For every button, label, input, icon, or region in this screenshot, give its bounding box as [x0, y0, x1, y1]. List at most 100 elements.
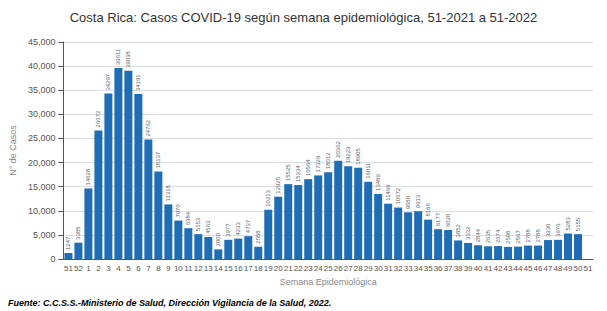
svg-text:4233: 4233 — [235, 222, 241, 236]
svg-text:17: 17 — [244, 264, 253, 273]
svg-text:48: 48 — [554, 264, 563, 273]
svg-text:5283: 5283 — [565, 217, 571, 231]
svg-text:3977: 3977 — [225, 223, 231, 237]
svg-text:Semana Epidemiológica: Semana Epidemiológica — [280, 277, 377, 287]
svg-text:26: 26 — [334, 264, 343, 273]
svg-text:11: 11 — [184, 264, 193, 273]
svg-text:14: 14 — [214, 264, 223, 273]
svg-text:20: 20 — [274, 264, 283, 273]
svg-text:20,000: 20,000 — [28, 158, 56, 168]
svg-text:35,000: 35,000 — [28, 85, 56, 95]
svg-text:18137: 18137 — [155, 151, 161, 168]
svg-text:24: 24 — [314, 264, 323, 273]
svg-text:2567: 2567 — [515, 230, 521, 244]
svg-text:5,000: 5,000 — [33, 230, 56, 240]
svg-text:13489: 13489 — [375, 174, 381, 191]
svg-text:29: 29 — [364, 264, 373, 273]
svg-text:12925: 12925 — [275, 176, 281, 193]
svg-text:39611: 39611 — [115, 48, 121, 65]
svg-text:17329: 17329 — [315, 155, 321, 172]
svg-text:6177: 6177 — [435, 212, 441, 226]
svg-text:32: 32 — [394, 264, 403, 273]
svg-text:46: 46 — [534, 264, 543, 273]
svg-text:N° de Casos: N° de Casos — [8, 125, 18, 176]
svg-text:34191: 34191 — [135, 74, 141, 91]
svg-text:47: 47 — [544, 264, 553, 273]
svg-text:5: 5 — [126, 264, 131, 273]
svg-text:24762: 24762 — [145, 119, 151, 136]
svg-text:8: 8 — [156, 264, 161, 273]
svg-text:43: 43 — [504, 264, 513, 273]
svg-text:40,000: 40,000 — [28, 61, 56, 71]
svg-text:1: 1 — [86, 264, 91, 273]
svg-text:45: 45 — [524, 264, 533, 273]
svg-text:49: 49 — [564, 264, 573, 273]
svg-text:9913: 9913 — [415, 194, 421, 208]
svg-text:14628: 14628 — [85, 168, 91, 185]
svg-text:6: 6 — [136, 264, 141, 273]
svg-text:23: 23 — [304, 264, 313, 273]
svg-text:4: 4 — [116, 264, 121, 273]
svg-text:3852: 3852 — [455, 223, 461, 237]
svg-text:2788: 2788 — [535, 229, 541, 243]
svg-text:2788: 2788 — [525, 229, 531, 243]
svg-text:35: 35 — [424, 264, 433, 273]
svg-text:2: 2 — [96, 264, 101, 273]
svg-text:34297: 34297 — [105, 73, 111, 90]
svg-text:2844: 2844 — [475, 228, 481, 242]
svg-text:38: 38 — [454, 264, 463, 273]
svg-text:15,000: 15,000 — [28, 182, 56, 192]
svg-text:28: 28 — [354, 264, 363, 273]
svg-text:16: 16 — [234, 264, 243, 273]
svg-text:51: 51 — [64, 264, 73, 273]
svg-text:9: 9 — [166, 264, 171, 273]
svg-text:10213: 10213 — [265, 189, 271, 206]
svg-text:16564: 16564 — [305, 159, 311, 176]
svg-text:15525: 15525 — [285, 164, 291, 181]
svg-text:19: 19 — [264, 264, 273, 273]
svg-text:2000: 2000 — [215, 232, 221, 246]
svg-text:5153: 5153 — [195, 217, 201, 231]
svg-text:52: 52 — [74, 264, 83, 273]
svg-text:44: 44 — [514, 264, 523, 273]
svg-text:40: 40 — [474, 264, 483, 273]
svg-text:41: 41 — [484, 264, 493, 273]
svg-text:2635: 2635 — [485, 229, 491, 243]
svg-text:31: 31 — [384, 264, 393, 273]
svg-text:0: 0 — [50, 254, 55, 264]
svg-text:36: 36 — [434, 264, 443, 273]
svg-text:3385: 3385 — [75, 226, 81, 240]
svg-text:20362: 20362 — [335, 140, 341, 157]
svg-text:12: 12 — [194, 264, 203, 273]
svg-text:10672: 10672 — [395, 187, 401, 204]
svg-text:30,000: 30,000 — [28, 109, 56, 119]
svg-text:7970: 7970 — [175, 204, 181, 218]
svg-text:11318: 11318 — [165, 185, 171, 202]
svg-text:3: 3 — [106, 264, 111, 273]
svg-text:10,000: 10,000 — [28, 206, 56, 216]
svg-text:37: 37 — [444, 264, 453, 273]
svg-text:27: 27 — [344, 264, 353, 273]
svg-text:18905: 18905 — [355, 147, 361, 164]
svg-text:7: 7 — [146, 264, 151, 273]
svg-text:30: 30 — [374, 264, 383, 273]
svg-text:11469: 11469 — [385, 184, 391, 201]
svg-text:2674: 2674 — [495, 229, 501, 243]
svg-text:Costa Rica: Casos COVID-19 seg: Costa Rica: Casos COVID-19 según semana … — [70, 10, 538, 25]
svg-text:2558: 2558 — [255, 230, 261, 244]
svg-text:50: 50 — [574, 264, 583, 273]
svg-text:25: 25 — [324, 264, 333, 273]
svg-text:21: 21 — [284, 264, 293, 273]
svg-text:2508: 2508 — [505, 230, 511, 244]
svg-text:1247: 1247 — [65, 236, 71, 250]
svg-text:3930: 3930 — [545, 223, 551, 237]
svg-text:8166: 8166 — [425, 203, 431, 217]
svg-text:34: 34 — [414, 264, 423, 273]
svg-text:15334: 15334 — [295, 165, 301, 182]
svg-text:4563: 4563 — [205, 220, 211, 234]
svg-text:3976: 3976 — [555, 223, 561, 237]
svg-text:4737: 4737 — [245, 219, 251, 233]
svg-text:25,000: 25,000 — [28, 133, 56, 143]
svg-text:13: 13 — [204, 264, 213, 273]
svg-text:Fuente: C.C.S.S.-Ministerio de: Fuente: C.C.S.S.-Ministerio de Salud, Di… — [8, 298, 331, 308]
